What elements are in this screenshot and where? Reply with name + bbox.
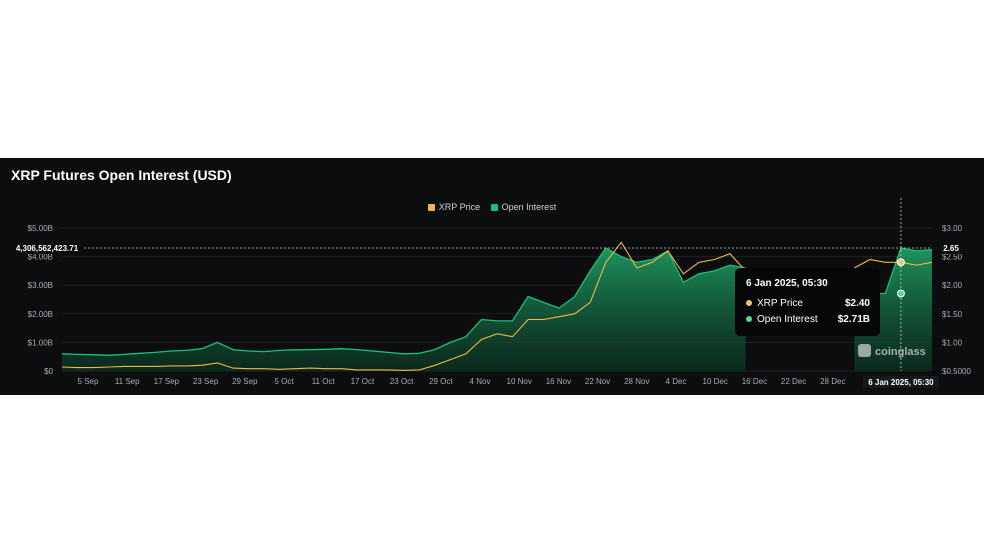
x-tick-label: 23 Sep xyxy=(193,377,219,386)
tooltip-label-price: XRP Price xyxy=(757,298,803,309)
tooltip-value-price: $2.40 xyxy=(844,298,870,309)
x-tick-label: 29 Sep xyxy=(232,377,258,386)
y-left-tick-label: $2.00B xyxy=(28,310,53,319)
y-left-tick-label: $3.00B xyxy=(28,281,53,290)
x-tick-label: 22 Dec xyxy=(781,377,806,386)
legend-swatch-open-interest xyxy=(490,204,498,211)
y-left-tick-label: $4.00B xyxy=(28,253,53,262)
y-left-tick-label: $5.00B xyxy=(28,224,53,233)
chart-legend: XRP Price Open Interest xyxy=(0,202,984,212)
x-tick-label: 17 Sep xyxy=(154,377,180,386)
y-right-tick-label: $1.50 xyxy=(942,310,963,319)
x-tick-label: 23 Oct xyxy=(390,377,414,386)
chart-panel: XRP Futures Open Interest (USD) XRP Pric… xyxy=(0,158,984,395)
crosshair-left-label: 4,306,562,423.71 xyxy=(16,244,79,253)
chart-title: XRP Futures Open Interest (USD) xyxy=(11,167,232,183)
crosshair-x-label-bg xyxy=(862,376,939,388)
y-left-tick-label: $1.00B xyxy=(28,338,53,347)
y-right-tick-label: $3.00 xyxy=(942,224,963,233)
x-tick-label: 22 Nov xyxy=(585,377,610,386)
tooltip-row-price: XRP Price $2.40 xyxy=(746,298,870,309)
crosshair-right-label: 2.65 xyxy=(943,244,959,253)
legend-item-price[interactable]: XRP Price xyxy=(427,202,481,212)
tooltip-dot-price xyxy=(746,300,752,306)
x-tick-label: 4 Dec xyxy=(666,377,687,386)
x-tick-label: 11 Oct xyxy=(312,377,336,386)
open-interest-area xyxy=(854,248,932,371)
crosshair-left-label-bg xyxy=(10,242,84,255)
x-tick-label: 10 Dec xyxy=(703,377,728,386)
tooltip-label-open-interest: Open Interest xyxy=(757,314,818,325)
tooltip-date: 6 Jan 2025, 05:30 xyxy=(746,278,828,289)
open-interest-chart[interactable]: $0 $0.5000 $1.00B $1.00 $2.00B $1.50 $3.00B $2.… xyxy=(0,158,984,395)
x-tick-label: 28 Dec xyxy=(820,377,845,386)
x-tick-label: 11 Sep xyxy=(115,377,140,386)
chart-tooltip: 6 Jan 2025, 05:30 XRP Price $2.40 Open I… xyxy=(735,268,880,336)
x-tick-label: 5 Sep xyxy=(78,377,99,386)
x-tick-label: 16 Dec xyxy=(742,377,767,386)
tooltip-value-open-interest: $2.71B xyxy=(837,314,870,325)
y-left-tick-label: $0 xyxy=(44,367,53,376)
xrp-price-line xyxy=(61,241,747,371)
x-tick-label: 16 Nov xyxy=(546,377,571,386)
legend-label-price: XRP Price xyxy=(438,202,481,212)
y-right-tick-label: $0.5000 xyxy=(942,367,971,376)
open-interest-area xyxy=(62,248,746,371)
price-marker-dot xyxy=(896,258,905,267)
tooltip-dot-open-interest xyxy=(746,316,752,322)
y-right-tick-label: $2.50 xyxy=(942,253,963,262)
legend-item-open-interest[interactable]: Open Interest xyxy=(490,202,557,212)
x-tick-label: 17 Oct xyxy=(351,377,375,386)
x-tick-label: 4 Nov xyxy=(470,377,491,386)
tooltip-row-open-interest: Open Interest $2.71B xyxy=(746,314,870,325)
crosshair-right-label-bg xyxy=(936,242,966,255)
xrp-price-line xyxy=(854,258,933,269)
crosshair-x-label: 6 Jan 2025, 05:30 xyxy=(868,378,934,387)
coinglass-watermark: coinglass xyxy=(858,344,926,358)
open-interest-marker-dot xyxy=(896,289,905,298)
y-right-tick-label: $1.00 xyxy=(942,338,963,347)
coinglass-logo-icon xyxy=(858,344,871,357)
x-tick-label: 5 Oct xyxy=(274,377,294,386)
x-tick-label: 29 Oct xyxy=(429,377,453,386)
y-right-tick-label: $2.00 xyxy=(942,281,963,290)
watermark-text: coinglass xyxy=(875,346,926,358)
x-tick-label: 28 Nov xyxy=(624,377,649,386)
legend-swatch-price xyxy=(427,204,435,211)
legend-label-open-interest: Open Interest xyxy=(501,202,557,212)
x-tick-label: 10 Nov xyxy=(507,377,532,386)
